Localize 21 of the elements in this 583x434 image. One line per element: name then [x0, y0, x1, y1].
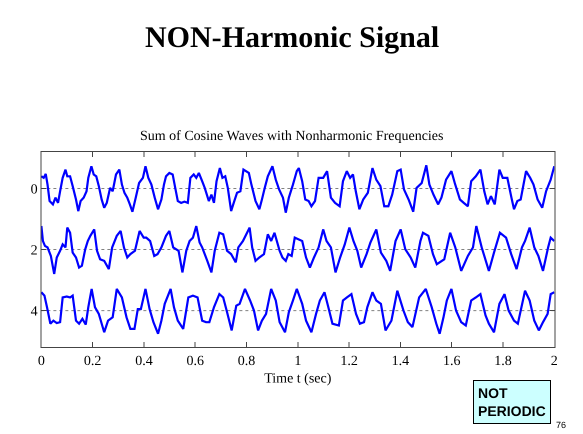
- y-tick-label: 4: [30, 304, 38, 320]
- y-tick-label: 2: [30, 243, 38, 258]
- x-tick-label: 1.8: [494, 354, 512, 369]
- text: NOT PERIODIC: [478, 385, 546, 420]
- x-tick-label: 0.4: [135, 354, 153, 369]
- chart-subtitle: Sum of Cosine Waves with Nonharmonic Frequencies: [140, 129, 444, 144]
- text: 76: [556, 420, 566, 430]
- x-tick-label: 0.8: [238, 354, 256, 369]
- x-tick-label: 1.4: [392, 354, 410, 369]
- line-series: [41, 288, 554, 335]
- x-tick-label: 1.2: [340, 354, 358, 369]
- x-axis-title: Time t (sec): [264, 371, 332, 386]
- line-series: [41, 164, 554, 214]
- line-series: [41, 224, 554, 276]
- x-tick-label: 0.6: [186, 354, 204, 369]
- x-tick-label: 1: [294, 354, 302, 369]
- y-tick-label: 0: [30, 182, 38, 198]
- x-tick-label: 2: [550, 354, 558, 369]
- x-tick-label: 1.6: [442, 354, 460, 369]
- chart-title: NON-Harmonic Signal: [145, 21, 440, 54]
- x-tick-label: 0.2: [84, 354, 102, 369]
